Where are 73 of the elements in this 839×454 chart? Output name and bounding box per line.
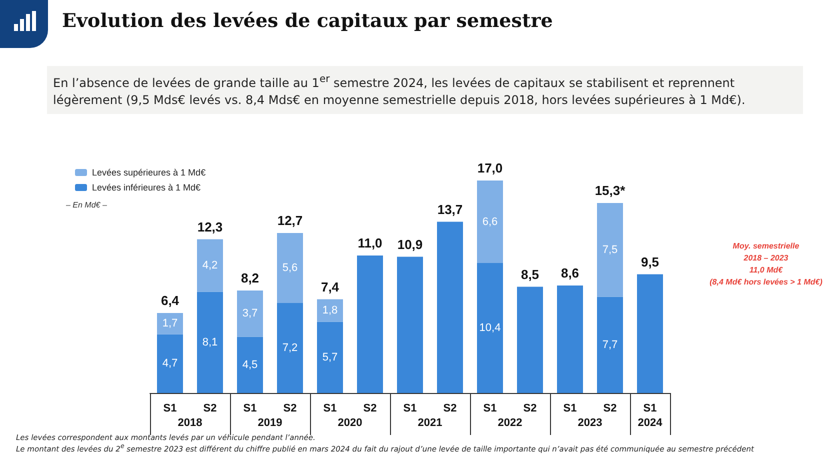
data-label: 5,6 <box>282 262 298 274</box>
data-label: 4,5 <box>242 358 258 371</box>
total-label: 8,2 <box>240 270 260 286</box>
bar <box>317 299 343 322</box>
bar <box>237 336 263 393</box>
text: 2018 <box>178 417 202 429</box>
text: – En Md€ – <box>65 200 108 210</box>
data-label: 10,4 <box>479 322 501 334</box>
data-label: 1,7 <box>162 318 178 330</box>
legend-label: Levées inférieures à 1 Md€ <box>92 182 201 192</box>
bar <box>597 203 623 297</box>
bar <box>277 233 303 303</box>
bar <box>197 292 223 393</box>
bar <box>157 334 183 393</box>
text: 2019 <box>258 417 282 429</box>
bar <box>517 286 543 393</box>
data-label: 1,8 <box>322 304 338 316</box>
total-label: 11,0 <box>358 236 382 250</box>
bar <box>557 286 583 393</box>
total-label: 7,4 <box>320 279 340 294</box>
text: 2023 <box>578 417 602 429</box>
x-tick-label: S1 <box>163 402 177 414</box>
data-label: 4,7 <box>162 358 178 370</box>
data-label: 5,7 <box>322 351 338 364</box>
text: 2024 <box>638 417 664 429</box>
total-label: 15,3* <box>594 183 626 198</box>
bar <box>477 263 503 393</box>
total-label: 10,9 <box>397 236 423 252</box>
bar <box>317 322 343 393</box>
total-label: 12,7 <box>277 213 303 228</box>
bar <box>437 222 463 393</box>
text: 2022 <box>498 417 522 429</box>
data-label: 6,6 <box>482 216 498 228</box>
legend-label: Levées supérieures à 1 Md€ <box>92 168 206 178</box>
total-label: 17,0 <box>477 160 503 176</box>
x-tick-label: S1 <box>403 402 417 414</box>
data-label: 4,2 <box>202 260 218 272</box>
text: Moy. semestrielle 2018 – 2023 11,0 Md€ (8,4 Md€ hors levées > 1 Md€) <box>710 242 823 286</box>
x-tick-label: S2 <box>283 402 297 414</box>
total-label: 13,7 <box>437 202 463 217</box>
data-label: 8,1 <box>202 336 218 348</box>
text: 2021 <box>418 417 442 429</box>
x-tick-label: S1 <box>323 402 337 414</box>
bar <box>157 313 183 334</box>
bar <box>237 290 263 337</box>
x-tick-label: S1 <box>563 402 577 414</box>
bar <box>597 296 623 393</box>
chart-title: Evolution des levées de capitaux par semestre <box>62 10 553 32</box>
total-label: 8,6 <box>560 266 580 280</box>
bar <box>637 274 663 393</box>
x-tick-label: S2 <box>603 402 617 414</box>
text: 2020 <box>338 417 362 429</box>
x-tick-label: S2 <box>363 402 377 414</box>
x-tick-label: S2 <box>523 402 537 414</box>
data-label: 3,7 <box>242 308 258 320</box>
bar <box>477 180 503 263</box>
data-label: 7,2 <box>282 342 298 354</box>
bar <box>197 239 223 292</box>
total-label: 6,4 <box>160 293 180 308</box>
x-tick-label: S1 <box>243 402 257 414</box>
bar <box>397 256 423 393</box>
x-tick-label: S1 <box>483 402 497 414</box>
x-tick-label: S1 <box>643 402 657 414</box>
data-label: 7,7 <box>602 338 618 351</box>
chart-subtitle: En l’absence de levées de grande taille au 1$^{er}$ semestre 2024, les levées de capitaux se stabilisent et reprennent légèrement (9,5 Mds€ levés vs. 8,4 Mds€ en moyenne semestrielle depuis 2018, hors levées supérieures à 1 Md€). <box>47 66 803 114</box>
bar <box>277 303 303 393</box>
x-tick-label: S2 <box>443 402 457 414</box>
bar <box>357 256 383 393</box>
total-label: 9,5 <box>640 254 660 270</box>
x-tick-label: S2 <box>203 402 217 414</box>
total-label: 8,5 <box>520 266 540 282</box>
data-label: 7,5 <box>602 244 618 256</box>
total-label: 12,3 <box>197 219 223 234</box>
